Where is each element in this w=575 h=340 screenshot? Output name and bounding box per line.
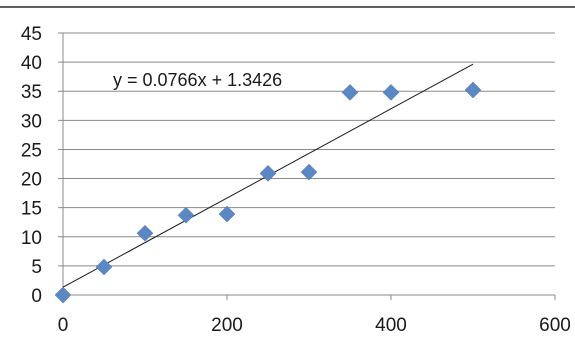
y-tick-label: 5 bbox=[31, 257, 42, 278]
data-point bbox=[136, 224, 154, 242]
tick-labels: 0 5 10 15 20 25 30 35 40 45 0 200 400 600 bbox=[21, 24, 571, 336]
y-tick-label: 45 bbox=[21, 24, 42, 45]
x-tick-label: 600 bbox=[539, 315, 571, 336]
data-point bbox=[300, 163, 318, 181]
y-tick-label: 25 bbox=[21, 140, 42, 161]
y-tick-label: 15 bbox=[21, 199, 42, 220]
y-tick-label: 35 bbox=[21, 82, 42, 103]
y-tick-label: 20 bbox=[21, 170, 42, 191]
y-tick-label: 40 bbox=[21, 53, 42, 74]
data-points bbox=[54, 81, 482, 304]
data-point bbox=[54, 286, 72, 304]
data-point bbox=[95, 258, 113, 276]
data-point bbox=[464, 81, 482, 99]
data-point bbox=[177, 206, 195, 224]
data-point bbox=[218, 205, 236, 223]
x-tick-label: 200 bbox=[211, 315, 243, 336]
data-point bbox=[259, 164, 277, 182]
gridlines bbox=[63, 32, 555, 267]
y-tick-label: 0 bbox=[31, 286, 42, 307]
y-tick-label: 30 bbox=[21, 111, 42, 132]
x-tick-label: 0 bbox=[58, 315, 69, 336]
trendline-equation-label: y = 0.0766x + 1.3426 bbox=[113, 70, 282, 90]
data-point bbox=[341, 84, 359, 101]
data-point bbox=[382, 84, 400, 101]
x-tick-label: 400 bbox=[375, 315, 407, 336]
y-tick-label: 10 bbox=[21, 228, 42, 249]
